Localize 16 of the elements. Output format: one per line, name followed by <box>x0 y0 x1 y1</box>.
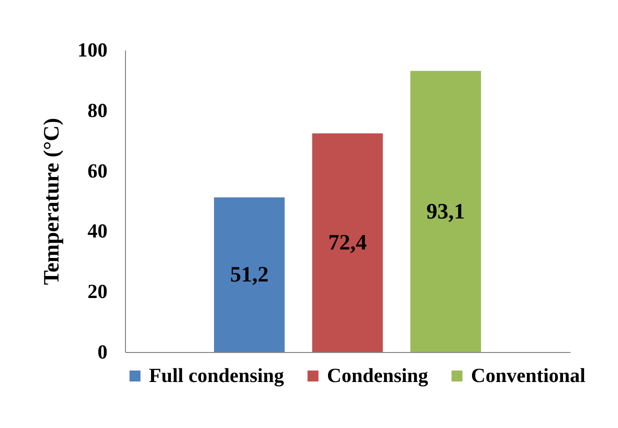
y-axis-title: Temperature (°C) <box>38 118 64 286</box>
data-label: 51,2 <box>230 262 269 287</box>
bar <box>312 133 383 352</box>
legend-label: Conventional <box>471 365 586 387</box>
bar <box>214 197 285 352</box>
bar <box>410 70 481 352</box>
y-tick-label: 100 <box>78 40 108 62</box>
y-tick-label: 60 <box>88 160 108 182</box>
data-label: 72,4 <box>328 230 367 255</box>
y-tick-label: 0 <box>98 342 108 364</box>
y-tick-label: 20 <box>88 281 108 304</box>
y-tick-label: 80 <box>88 100 108 122</box>
legend-label: Full condensing <box>149 365 284 387</box>
data-label: 93,1 <box>426 198 465 224</box>
y-tick-label: 40 <box>88 220 108 243</box>
legend-label: Condensing <box>327 365 428 387</box>
